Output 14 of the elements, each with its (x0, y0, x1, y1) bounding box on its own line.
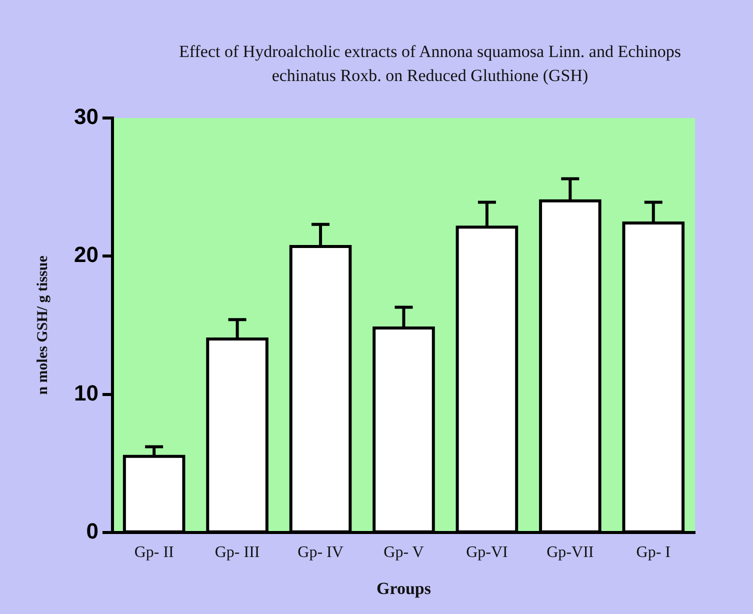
y-axis-title: n moles GSH/ g tissue (34, 255, 51, 395)
x-tick-label: Gp- IV (298, 544, 344, 562)
y-tick-label: 20 (74, 242, 98, 268)
y-tick-label: 30 (74, 104, 98, 130)
x-tick-label: Gp- I (636, 544, 670, 562)
x-tick-label: Gp-VI (466, 544, 508, 562)
x-tick-label: Gp- II (134, 544, 174, 562)
x-tick-label: Gp- V (384, 544, 424, 562)
y-tick-label: 10 (74, 380, 98, 406)
x-tick-label: Gp- III (214, 544, 260, 562)
y-tick-label: 0 (86, 518, 98, 544)
chart-title: Effect of Hydroalcholic extracts of Annona squamosa Linn. and Echinops echinatus Roxb. on Reduced Gluthione (GSH) (178, 41, 682, 87)
x-tick-label: Gp-VII (546, 544, 594, 562)
x-axis-title: Groups (376, 579, 432, 598)
